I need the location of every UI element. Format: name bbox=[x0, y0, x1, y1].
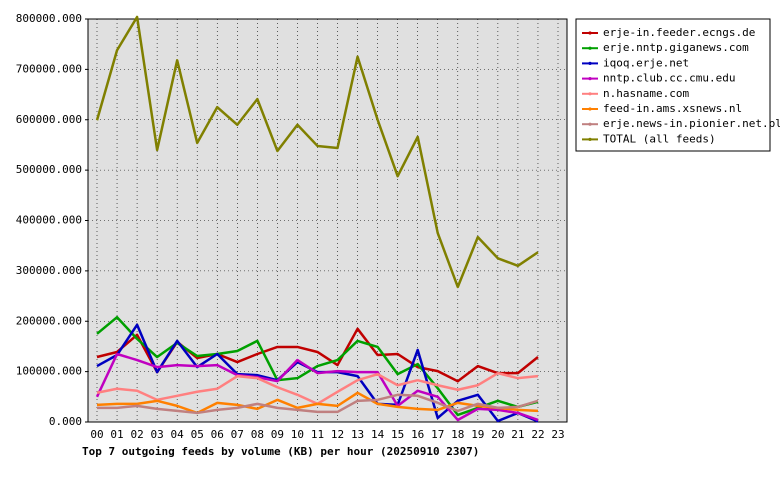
legend-dot bbox=[588, 77, 592, 81]
x-tick-label: 16 bbox=[411, 428, 424, 441]
x-tick-label: 14 bbox=[371, 428, 385, 441]
x-tick-label: 13 bbox=[351, 428, 364, 441]
legend-label: nntp.club.cc.cmu.edu bbox=[603, 72, 735, 85]
series-line bbox=[95, 352, 539, 422]
legend-label: TOTAL (all feeds) bbox=[603, 132, 716, 145]
x-tick-label: 05 bbox=[191, 428, 204, 441]
legend-label: erje-in.feeder.ecngs.de bbox=[603, 26, 755, 39]
legend-label: n.hasname.com bbox=[603, 87, 689, 100]
y-tick-label: 400000.000 bbox=[16, 214, 82, 227]
legend-dot bbox=[588, 107, 592, 111]
x-tick-label: 03 bbox=[151, 428, 164, 441]
x-tick-label: 08 bbox=[251, 428, 264, 441]
legend-label: feed-in.ams.xsnews.nl bbox=[603, 102, 742, 115]
x-tick-label: 18 bbox=[451, 428, 464, 441]
x-tick-label: 02 bbox=[130, 428, 143, 441]
x-tick-label: 04 bbox=[171, 428, 185, 441]
legend-dot bbox=[588, 46, 592, 50]
x-tick-label: 17 bbox=[431, 428, 444, 441]
x-tick-label: 09 bbox=[271, 428, 284, 441]
series-line bbox=[96, 391, 539, 415]
y-tick-label: 700000.000 bbox=[16, 62, 82, 75]
y-tick-label: 100000.000 bbox=[16, 365, 82, 378]
x-tick-label: 19 bbox=[471, 428, 484, 441]
x-tick-label: 06 bbox=[211, 428, 224, 441]
y-tick-label: 300000.000 bbox=[16, 264, 82, 277]
x-tick-label: 01 bbox=[110, 428, 123, 441]
x-tick-label: 07 bbox=[231, 428, 244, 441]
y-tick-label: 500000.000 bbox=[16, 163, 82, 176]
x-tick-label: 22 bbox=[531, 428, 544, 441]
legend-dot bbox=[588, 137, 592, 141]
legend-label: iqoq.erje.net bbox=[603, 56, 689, 69]
chart-title: Top 7 outgoing feeds by volume (KB) per … bbox=[82, 445, 479, 458]
x-tick-label: 23 bbox=[551, 428, 564, 441]
x-tick-label: 20 bbox=[491, 428, 504, 441]
series-line bbox=[97, 393, 539, 415]
x-tick-label: 00 bbox=[90, 428, 103, 441]
legend-dot bbox=[588, 92, 592, 96]
legend bbox=[575, 18, 771, 152]
series-line bbox=[96, 315, 539, 417]
legend-dot bbox=[588, 31, 592, 35]
x-tick-label: 10 bbox=[291, 428, 304, 441]
y-tick-label: 0.000 bbox=[49, 415, 82, 428]
legend-label: erje.news-in.pionier.net.pl bbox=[603, 117, 780, 130]
legend-dot bbox=[588, 61, 592, 65]
x-tick-label: 15 bbox=[391, 428, 404, 441]
series-line bbox=[95, 15, 539, 289]
legend-label: erje.nntp.giganews.com bbox=[603, 41, 749, 54]
y-tick-label: 200000.000 bbox=[16, 314, 82, 327]
plot-area bbox=[87, 18, 568, 423]
x-tick-label: 12 bbox=[331, 428, 344, 441]
legend-dot bbox=[588, 122, 592, 126]
y-tick-label: 800000.000 bbox=[16, 12, 82, 25]
x-tick-label: 11 bbox=[311, 428, 324, 441]
y-tick-label: 600000.000 bbox=[16, 113, 82, 126]
x-tick-label: 21 bbox=[511, 428, 524, 441]
